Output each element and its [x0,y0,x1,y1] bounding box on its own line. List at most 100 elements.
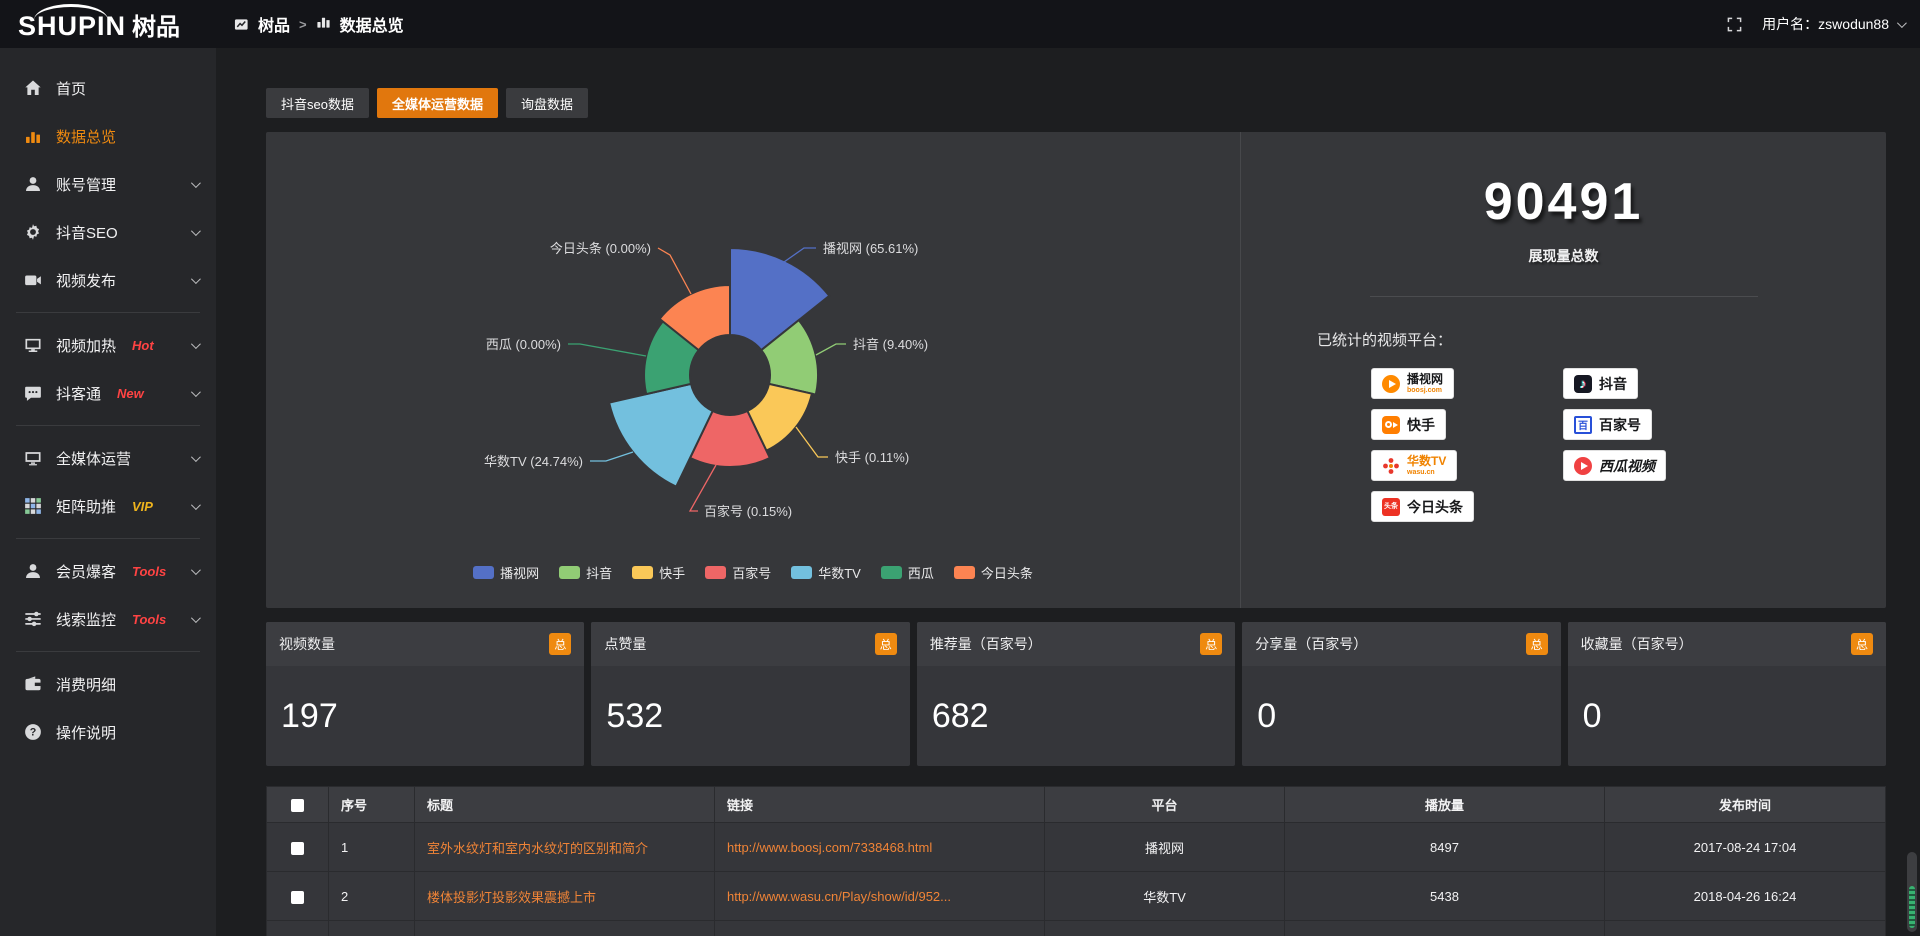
pie-label-line-3 [688,464,717,512]
fullscreen-icon[interactable] [1727,17,1742,32]
legend-item-5[interactable]: 西瓜 [880,563,934,582]
tab-douyin-seo-data[interactable]: 抖音seo数据 [266,88,369,118]
sidebar-item-consumption-detail[interactable]: 消费明细 [0,660,216,708]
chevron-down-icon [190,612,201,623]
trend-square-icon [234,17,249,32]
legend-item-6[interactable]: 今日头条 [953,563,1033,582]
legend-item-4[interactable]: 华数TV [791,563,861,582]
tab-inquiry-data[interactable]: 询盘数据 [505,88,588,118]
toutiao-logo-icon: 头条 [1382,497,1400,516]
platform-badge-wasu[interactable]: 华数TV wasu.cn [1371,450,1458,481]
pie-slice-0[interactable] [729,246,831,352]
sidebar-item-account-manage[interactable]: 账号管理 [0,160,216,208]
legend-item-2[interactable]: 快手 [632,563,685,582]
divider [1369,296,1758,297]
legend-swatch [632,566,654,579]
sidebar-item-douyin-seo[interactable]: 抖音SEO [0,208,216,256]
column-header-4: 播放量 [1284,786,1605,823]
total-badge[interactable]: 总 [874,633,897,655]
pie-label-line-5 [568,343,647,357]
platform-name: 西瓜视频 [1599,457,1655,474]
app-logo: SHUPIN 树品 [0,3,216,42]
sidebar-item-douketong[interactable]: 抖客通 New [0,369,216,417]
sidebar-item-clue-monitor[interactable]: 线索监控 Tools [0,595,216,643]
breadcrumb-root[interactable]: 树品 [258,18,291,35]
boosj-logo-icon [1382,374,1400,393]
platform-name: 今日头条 [1407,498,1463,515]
cell-plays: 5438 [1284,871,1605,921]
platform-badge-boosj[interactable]: 播视网 boosj.com [1371,368,1455,399]
cell-time: 2017-08-24 17:04 [1604,822,1886,872]
legend-item-0[interactable]: 播视网 [473,563,539,582]
page-scrollbar-track[interactable] [1907,852,1917,932]
person-icon [24,562,42,580]
row-checkbox[interactable] [291,890,304,904]
sidebar-item-data-overview[interactable]: 数据总览 [0,112,216,160]
bar-chart-icon [316,14,331,34]
sidebar-item-label: 账号管理 [56,176,117,194]
user-menu[interactable]: 用户名：zswodun88 [1762,14,1907,34]
douyin-logo-icon: ♪ [1574,374,1592,393]
platform-badge-toutiao[interactable]: 头条 今日头条 [1371,491,1474,522]
video-title-link[interactable]: 楼体投影灯投影效果震撼上市 [427,889,597,905]
overview-panel: 播视网 (65.61%) 抖音 (9.40%) 快手 (0.11%) 百家号 (0.1… [266,132,1886,608]
legend-swatch [559,566,581,579]
pie-slice-6[interactable] [658,283,731,352]
video-url-link[interactable]: http://www.wasu.cn/Play/show/id/952... [727,888,951,904]
total-badge[interactable]: 总 [1200,633,1223,655]
stat-card-label: 收藏量（百家号） [1580,636,1693,652]
pie-slice-1[interactable] [759,318,819,396]
pie-label-3: 百家号 (0.15%) [704,504,792,519]
total-badge[interactable]: 总 [549,633,572,655]
platform-share-pie-chart: 播视网 (65.61%) 抖音 (9.40%) 快手 (0.11%) 百家号 (0.1… [484,241,928,519]
total-impressions-label: 展现量总数 [1528,248,1599,264]
platform-badge-kuaishou[interactable]: 快手 [1371,409,1446,440]
pie-slice-4[interactable] [607,382,714,489]
baijiahao-logo-icon: 百 [1574,415,1592,434]
stat-card-value: 0 [1257,696,1277,735]
platform-name: 华数TV [1407,454,1447,468]
pie-label-6: 今日头条 (0.00%) [550,241,651,256]
sidebar-item-home[interactable]: 首页 [0,64,216,112]
total-badge[interactable]: 总 [1525,633,1548,655]
cell-plays [1284,920,1605,936]
sidebar-item-instructions[interactable]: ? 操作说明 [0,708,216,756]
chevron-down-icon [190,386,201,397]
stat-card-row: 视频数量总 197 点赞量总 532 推荐量（百家号）总 682 分享量（百家号）总 0 收藏量… [266,622,1887,766]
video-url-link[interactable]: http://www.boosj.com/7338468.html [727,839,933,855]
legend-label: 今日头条 [980,566,1033,581]
page-scrollbar-thumb[interactable] [1909,886,1915,928]
legend-item-3[interactable]: 百家号 [705,563,771,582]
stat-card-label: 视频数量 [279,636,335,652]
legend-label: 快手 [659,566,686,581]
chevron-down-icon [190,499,201,510]
column-header-0: 序号 [328,786,415,823]
breadcrumb-current[interactable]: 数据总览 [339,18,404,35]
wasu-logo-icon [1382,457,1400,475]
row-checkbox[interactable] [291,841,304,855]
platform-badge-xigua[interactable]: 西瓜视频 [1563,450,1666,481]
logo-text-en: SHUPIN [18,3,126,40]
stat-card-2: 推荐量（百家号） 总 682 [916,622,1236,766]
sidebar-item-label: 数据总览 [56,128,117,146]
grid-icon [24,497,42,515]
stat-card-0: 视频数量 总 197 [266,622,585,766]
chevron-down-icon [190,338,201,349]
sidebar-item-label: 矩阵助推 [56,498,117,516]
tab-omni-media-data[interactable]: 全媒体运营数据 [376,88,498,118]
sidebar-item-video-heat[interactable]: 视频加热 Hot [0,321,216,369]
platforms-title: 已统计的视频平台： [1317,332,1453,349]
platform-badge-baijiahao[interactable]: 百百家号 [1563,409,1652,440]
platform-badge-douyin[interactable]: ♪ 抖音 [1563,368,1638,399]
sidebar-item-label: 首页 [56,80,87,98]
sidebar-item-omni-media[interactable]: 全媒体运营 [0,434,216,482]
sidebar-item-video-publish[interactable]: 视频发布 [0,256,216,304]
sidebar-item-member-baoke[interactable]: 会员爆客 Tools [0,547,216,595]
total-badge[interactable]: 总 [1851,633,1874,655]
sidebar-item-matrix-boost[interactable]: 矩阵助推 VIP [0,482,216,530]
select-all-checkbox[interactable] [291,799,304,813]
legend-item-1[interactable]: 抖音 [559,563,612,582]
video-title-link[interactable]: 室外水纹灯和室内水纹灯的区别和简介 [427,840,649,856]
chevron-down-icon [190,177,201,188]
legend-swatch [880,566,902,579]
